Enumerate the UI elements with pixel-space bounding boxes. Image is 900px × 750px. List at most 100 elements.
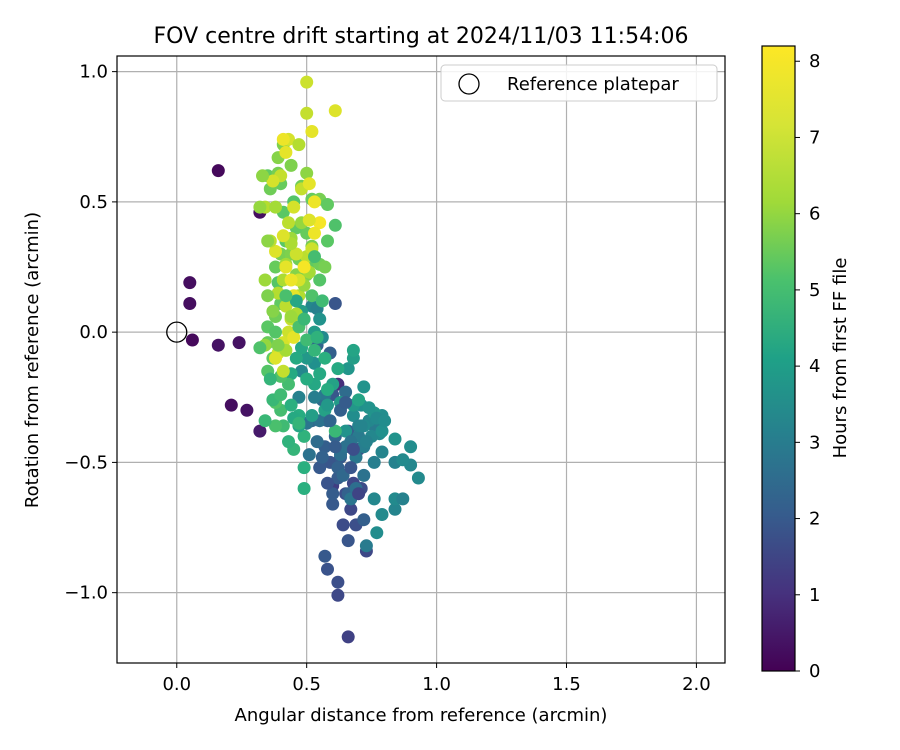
x-tick-label: 2.0	[682, 674, 711, 695]
data-point	[224, 398, 238, 412]
data-point	[274, 388, 288, 402]
colorbar-tick-label: 8	[809, 51, 820, 72]
x-axis-ticks: 0.0 0.5 1.0 1.5 2.0	[162, 663, 711, 695]
data-point	[297, 312, 311, 326]
data-point	[183, 276, 197, 290]
data-point	[362, 401, 376, 415]
data-point	[344, 461, 358, 475]
data-point	[302, 213, 316, 227]
data-point	[266, 304, 280, 318]
data-point	[331, 575, 345, 589]
data-point	[269, 200, 282, 214]
legend-label: Reference platepar	[507, 74, 679, 95]
data-point	[313, 367, 327, 381]
data-point	[370, 526, 384, 540]
plot-area	[117, 56, 725, 663]
data-point	[326, 487, 340, 501]
data-point	[279, 145, 293, 159]
data-point	[313, 461, 327, 475]
data-point	[300, 166, 314, 180]
data-point	[352, 487, 366, 501]
data-point	[253, 424, 267, 438]
data-point	[313, 312, 327, 326]
legend: Reference platepar	[440, 64, 718, 102]
data-point	[331, 362, 345, 376]
data-point	[308, 390, 321, 404]
colorbar-tick-label: 7	[809, 127, 820, 148]
data-point	[279, 299, 293, 313]
data-point	[328, 218, 342, 232]
data-point	[253, 341, 267, 355]
data-point	[232, 336, 246, 350]
data-point	[282, 216, 295, 230]
data-point	[276, 132, 290, 146]
data-point	[266, 174, 280, 188]
data-points	[183, 75, 425, 644]
data-point	[284, 273, 298, 287]
y-tick-label: −0.5	[64, 452, 108, 473]
data-point	[357, 468, 371, 482]
data-point	[185, 333, 199, 347]
data-point	[308, 226, 321, 240]
colorbar-frame	[761, 45, 796, 672]
data-point	[258, 273, 272, 287]
data-point	[305, 409, 319, 422]
data-point	[367, 492, 381, 506]
data-point	[341, 534, 355, 548]
data-point	[318, 260, 332, 274]
data-point	[341, 630, 355, 644]
data-point	[269, 419, 282, 433]
data-point	[378, 414, 392, 428]
reference-platepar-marker	[166, 321, 188, 343]
data-point	[321, 198, 334, 211]
data-point	[269, 260, 282, 274]
colorbar-tick-label: 5	[809, 280, 820, 301]
data-point	[308, 195, 321, 209]
data-point	[183, 297, 197, 310]
plot-frame	[116, 55, 726, 664]
data-point	[261, 234, 275, 248]
data-point	[344, 502, 358, 516]
data-point	[367, 455, 381, 469]
data-point	[321, 234, 334, 248]
data-point	[328, 297, 342, 310]
data-point	[313, 216, 327, 230]
data-point	[269, 325, 282, 339]
legend-box	[440, 64, 718, 102]
data-point	[328, 440, 342, 454]
data-point	[302, 448, 316, 462]
data-point	[323, 414, 337, 428]
data-point	[328, 424, 342, 438]
data-point	[287, 200, 301, 214]
data-point	[289, 247, 303, 261]
data-point	[388, 432, 402, 446]
colorbar-gradient	[762, 46, 795, 671]
data-point	[261, 289, 275, 303]
data-point	[321, 383, 334, 396]
data-point	[305, 289, 319, 303]
data-point	[346, 343, 360, 357]
legend-marker	[458, 73, 480, 95]
x-axis-label: Angular distance from reference (arcmin)	[235, 705, 608, 726]
x-tick-label: 1.0	[422, 674, 451, 695]
data-point	[352, 393, 366, 407]
data-point	[305, 125, 319, 138]
data-point	[289, 294, 303, 308]
reference-marker-group	[166, 321, 188, 343]
y-tick-label: −1.0	[64, 583, 108, 604]
data-point	[240, 403, 254, 417]
data-point	[396, 492, 410, 506]
data-point	[318, 351, 332, 365]
data-point	[289, 351, 303, 365]
data-point	[404, 440, 418, 454]
data-point	[357, 513, 371, 527]
data-point	[315, 450, 329, 464]
data-point	[211, 164, 225, 178]
data-point	[300, 372, 314, 386]
data-point	[310, 330, 324, 344]
data-point	[336, 518, 350, 532]
data-point	[328, 104, 342, 118]
data-point	[375, 424, 389, 438]
data-point	[357, 380, 371, 394]
